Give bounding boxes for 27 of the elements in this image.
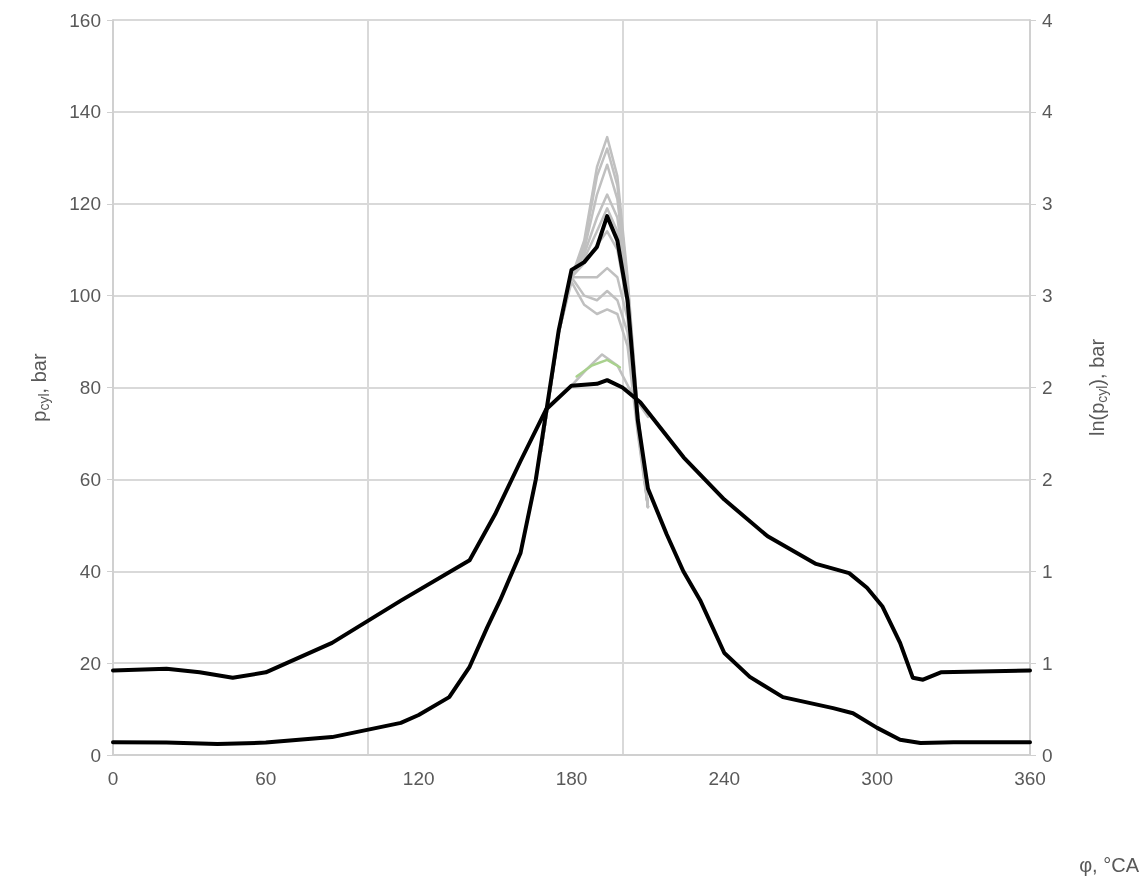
- y-axis-title: pcyl, bar: [28, 353, 52, 422]
- y2-tick-label: 4: [1042, 9, 1053, 31]
- x-tick-label: 60: [255, 768, 277, 789]
- y-tick-label: 80: [79, 377, 101, 398]
- y-tick-label: 20: [79, 652, 101, 674]
- y2-tick-label: 4: [1042, 101, 1053, 123]
- y2-tick-label: 2: [1042, 468, 1053, 490]
- y-tick-label: 60: [79, 468, 101, 490]
- x-axis-title: φ, °CA: [1079, 854, 1140, 876]
- x-tick-label: 0: [107, 768, 119, 789]
- x-tick-label: 180: [555, 768, 588, 789]
- y2-tick-label: 1: [1042, 652, 1053, 674]
- y2-tick-label: 3: [1042, 285, 1053, 307]
- x-tick-label: 300: [861, 768, 894, 789]
- y2-tick-label: 3: [1042, 193, 1053, 215]
- y2-tick-label: 2: [1042, 377, 1053, 398]
- y-tick-label: 160: [69, 9, 101, 31]
- y-tick-label: 40: [79, 560, 101, 582]
- y-tick-label: 0: [90, 744, 101, 766]
- y-tick-label: 140: [69, 101, 101, 123]
- x-tick-label: 120: [402, 768, 435, 789]
- y2-tick-label: 0: [1042, 744, 1053, 766]
- x-tick-label: 240: [708, 768, 741, 789]
- x-tick-label: 360: [1014, 768, 1046, 789]
- y-tick-label: 100: [69, 285, 101, 307]
- y2-tick-label: 1: [1042, 560, 1053, 582]
- y-tick-label: 120: [69, 193, 101, 215]
